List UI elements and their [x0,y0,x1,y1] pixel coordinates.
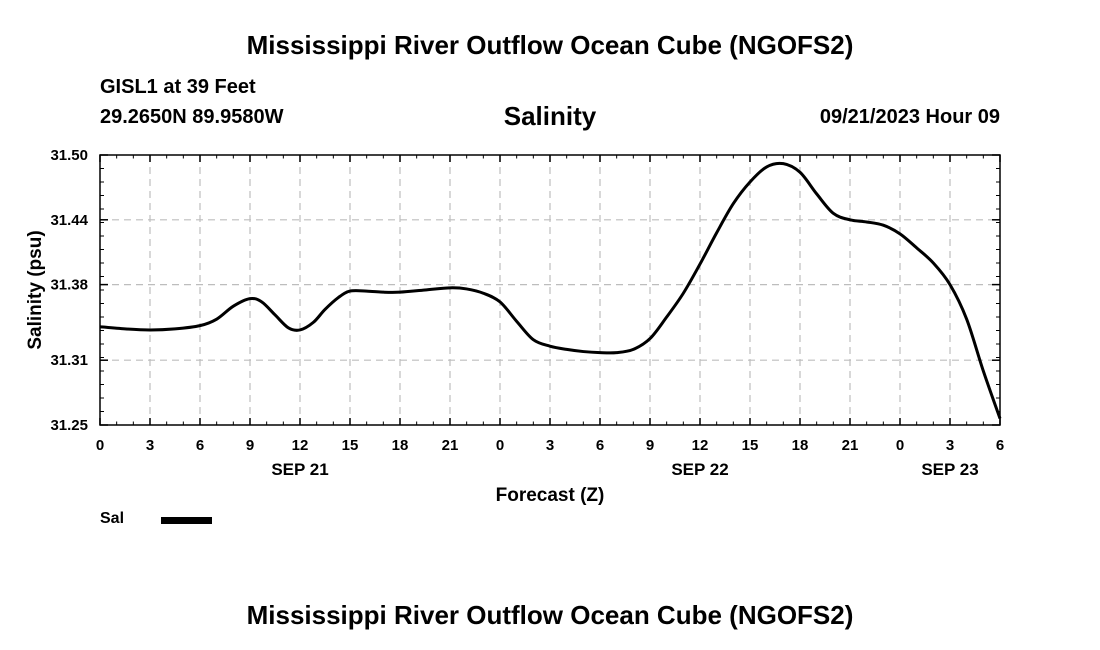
x-tick-label: 0 [96,437,104,454]
station-coordinates: 29.2650N 89.9580W [100,106,284,128]
x-axis-label: Forecast (Z) [496,485,605,506]
x-tick-label: 21 [842,437,859,454]
x-tick-label: 6 [596,437,604,454]
x-tick-label: 18 [392,437,409,454]
x-tick-label: 6 [996,437,1004,454]
chart-title: Mississippi River Outflow Ocean Cube (NG… [246,30,854,60]
y-tick-label: 31.25 [50,417,88,434]
date-label: SEP 23 [921,460,978,479]
x-tick-label: 0 [896,437,904,454]
legend-label: Sal [100,510,125,527]
x-tick-label: 3 [146,437,154,454]
station-name: GISL1 at 39 Feet [100,76,256,98]
x-tick-label: 12 [692,437,709,454]
x-tick-label: 9 [246,437,254,454]
x-tick-label: 18 [792,437,809,454]
x-tick-label: 0 [496,437,504,454]
date-label: SEP 22 [671,460,728,479]
grid [100,155,1000,425]
y-axis-label: Salinity (psu) [25,230,46,349]
legend-swatch [161,517,212,524]
x-tick-label: 15 [742,437,759,454]
salinity-series-line [99,161,1002,420]
x-tick-label: 15 [342,437,359,454]
x-tick-label: 12 [292,437,309,454]
y-tick-label: 31.38 [50,277,88,294]
date-label: SEP 21 [271,460,328,479]
y-tick-label: 31.44 [50,212,88,229]
x-tick-label: 3 [546,437,554,454]
x-tick-label: 3 [946,437,954,454]
run-time: 09/21/2023 Hour 09 [819,106,1000,128]
axes: 0 3 6 9 12 15 18 21 0 3 6 9 12 15 18 21 0 3 6 31.25 31.31 31.… [50,147,1004,479]
x-tick-label: 21 [442,437,459,454]
x-tick-label: 9 [646,437,654,454]
y-tick-label: 31.31 [50,352,88,369]
footer-title: Mississippi River Outflow Ocean Cube (NG… [246,600,854,630]
y-tick-label: 31.50 [50,147,88,164]
chart-subtitle: Salinity [503,101,597,131]
x-tick-label: 6 [196,437,204,454]
